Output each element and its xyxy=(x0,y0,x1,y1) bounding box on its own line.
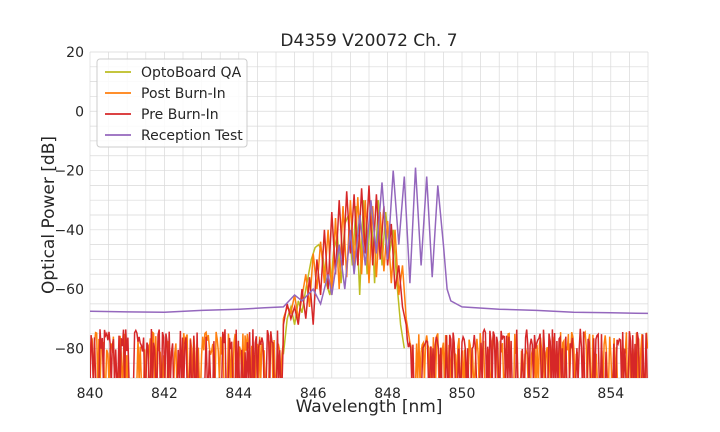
y-tick-label: −60 xyxy=(54,282,84,298)
series-line-reception-test xyxy=(90,167,648,315)
chart-title: D4359 V20072 Ch. 7 xyxy=(280,31,457,51)
x-tick-label: 848 xyxy=(374,386,401,402)
legend-label: Reception Test xyxy=(141,128,243,144)
series-line-pre-burn-in xyxy=(90,185,648,378)
series-line-post-burn-in xyxy=(90,197,648,378)
y-tick-label: −40 xyxy=(54,223,84,239)
y-tick-label: −20 xyxy=(54,164,84,180)
x-tick-label: 852 xyxy=(523,386,550,402)
legend-box xyxy=(96,58,248,148)
x-axis-label: Wavelength [nm] xyxy=(296,397,443,417)
y-tick-label: −80 xyxy=(54,341,84,357)
legend-label: Pre Burn-In xyxy=(141,107,219,123)
x-tick-labels: 840 842 844 846 848 850 852 854 xyxy=(77,386,625,402)
y-tick-label: 20 xyxy=(66,45,84,61)
x-tick-label: 840 xyxy=(77,386,104,402)
legend-label: OptoBoard QA xyxy=(141,65,242,81)
x-tick-label: 842 xyxy=(151,386,178,402)
y-axis-label: Optical Power [dB] xyxy=(39,136,59,294)
y-tick-label: 0 xyxy=(75,104,84,120)
x-tick-label: 850 xyxy=(449,386,476,402)
y-tick-labels: 20 0 −20 −40 −60 −80 xyxy=(54,45,84,357)
x-tick-label: 844 xyxy=(225,386,252,402)
x-tick-label: 854 xyxy=(597,386,624,402)
legend: OptoBoard QA Post Burn-In Pre Burn-In Recep… xyxy=(96,58,248,148)
x-tick-label: 846 xyxy=(300,386,327,402)
legend-label: Post Burn-In xyxy=(141,86,226,102)
series-layer xyxy=(90,167,648,378)
